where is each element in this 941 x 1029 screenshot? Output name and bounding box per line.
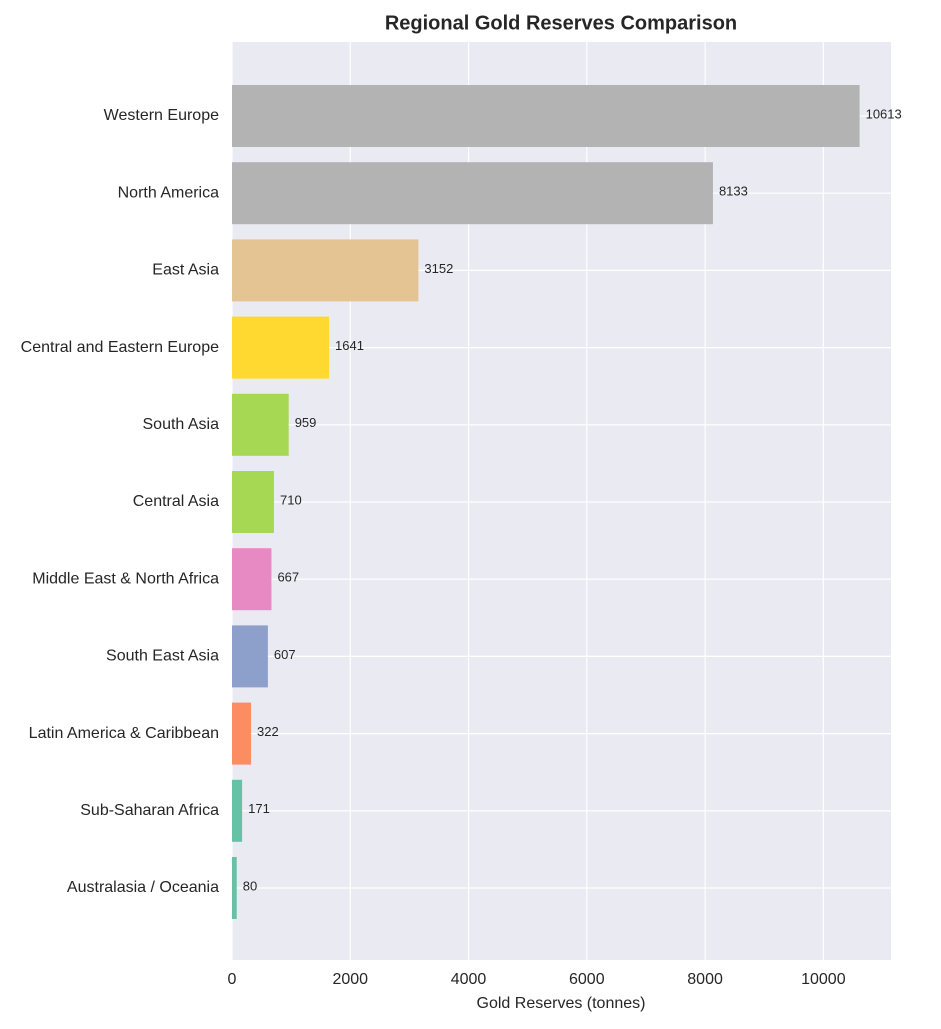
value-label: 322 bbox=[257, 724, 279, 739]
y-tick-label: East Asia bbox=[152, 262, 219, 279]
x-tick-label: 4000 bbox=[451, 971, 487, 988]
y-tick-label: Sub-Saharan Africa bbox=[80, 802, 219, 819]
y-tick-label: Western Europe bbox=[104, 107, 219, 124]
value-label: 3152 bbox=[424, 261, 453, 276]
y-tick-label: Middle East & North Africa bbox=[32, 570, 219, 587]
y-tick-label: Australasia / Oceania bbox=[67, 879, 219, 896]
value-label: 710 bbox=[280, 492, 302, 507]
bar bbox=[232, 162, 713, 225]
bar bbox=[232, 625, 268, 688]
bar bbox=[232, 857, 237, 919]
value-label: 10613 bbox=[866, 106, 902, 121]
y-tick-label: North America bbox=[118, 184, 219, 201]
x-tick-label: 8000 bbox=[687, 971, 723, 988]
value-label: 959 bbox=[295, 415, 317, 430]
bar bbox=[232, 239, 419, 302]
value-label: 8133 bbox=[719, 184, 748, 199]
x-tick-label: 10000 bbox=[801, 971, 846, 988]
value-label: 171 bbox=[248, 801, 270, 816]
y-tick-label: Central and Eastern Europe bbox=[21, 339, 219, 356]
bar bbox=[232, 316, 330, 379]
y-tick-label: South East Asia bbox=[106, 648, 219, 665]
value-label: 667 bbox=[277, 570, 299, 585]
x-tick-label: 0 bbox=[228, 971, 237, 988]
chart-title: Regional Gold Reserves Comparison bbox=[385, 12, 737, 34]
x-tick-label: 2000 bbox=[332, 971, 368, 988]
value-label: 1641 bbox=[335, 338, 364, 353]
value-label: 80 bbox=[243, 878, 257, 893]
bar bbox=[232, 548, 272, 611]
bar bbox=[232, 702, 252, 765]
bar bbox=[232, 779, 243, 842]
y-tick-label: South Asia bbox=[143, 416, 220, 433]
x-axis-label: Gold Reserves (tonnes) bbox=[477, 995, 646, 1012]
y-tick-label: Central Asia bbox=[133, 493, 219, 510]
x-tick-label: 6000 bbox=[569, 971, 605, 988]
bar bbox=[232, 85, 860, 147]
bar bbox=[232, 393, 289, 456]
value-label: 607 bbox=[274, 647, 296, 662]
y-tick-label: Latin America & Caribbean bbox=[29, 725, 219, 742]
bar bbox=[232, 471, 274, 533]
